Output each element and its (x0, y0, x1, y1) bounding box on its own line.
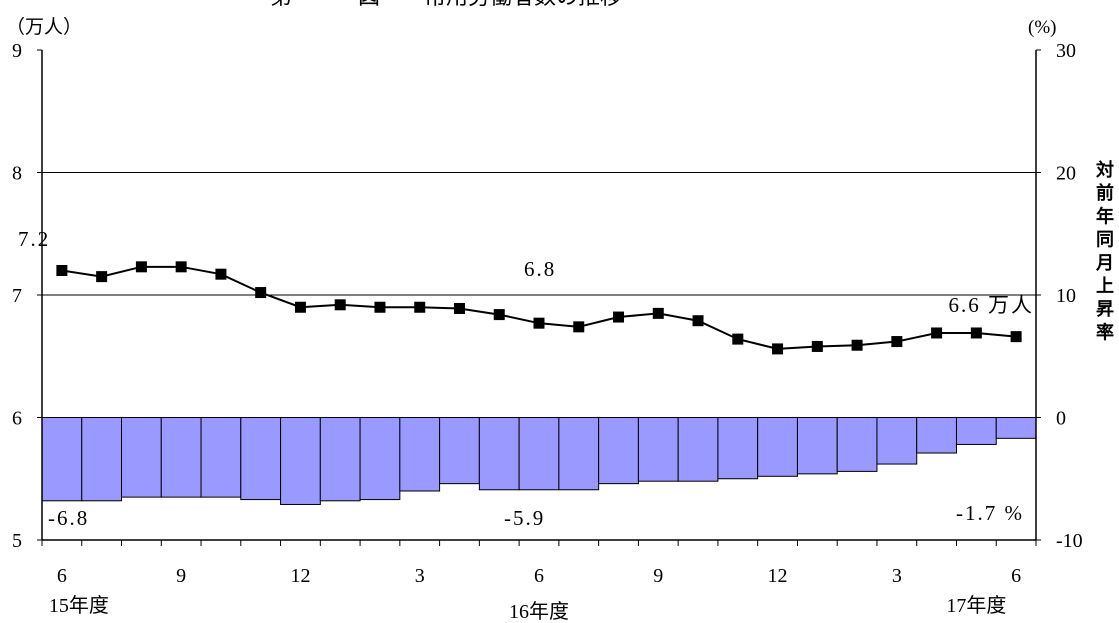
line-marker (135, 261, 147, 273)
annotations: 7.2 6.8 6.6 万人 -6.8 -5.9 -1.7 % (18, 227, 1035, 530)
x-tick-label: 12 (768, 565, 788, 587)
bar (439, 417, 480, 485)
line-marker (732, 333, 744, 345)
x-tick-label: 9 (653, 565, 663, 587)
line-marker (493, 309, 505, 321)
data-label: 6.8 (524, 257, 556, 281)
bar (757, 417, 798, 477)
right-axis-title-char: 年 (1096, 205, 1114, 227)
y2-tick-label: 30 (1056, 40, 1076, 62)
line-marker (811, 340, 823, 352)
x-tick-label: 3 (892, 565, 902, 587)
line-marker (56, 265, 68, 276)
bar (359, 417, 401, 501)
axes (37, 49, 1041, 546)
bar (677, 417, 719, 482)
bar (160, 417, 202, 498)
bar (598, 417, 639, 485)
data-label: -6.8 (48, 506, 89, 530)
bar (995, 417, 1037, 439)
line-series (56, 261, 1022, 355)
bar (399, 417, 441, 492)
bar (518, 417, 560, 491)
right-axis-title-char: 昇 (1096, 299, 1114, 320)
bar (280, 417, 321, 505)
bar (558, 417, 600, 491)
right-axis-title-char: 対 (1095, 159, 1114, 181)
data-label: -1.7 % (956, 501, 1024, 525)
line-marker (215, 268, 227, 280)
bar-series (41, 417, 1037, 505)
line-marker (96, 271, 108, 283)
line-marker (931, 327, 943, 339)
x-tick-label: 9 (176, 565, 186, 587)
y2-tick-label: 0 (1056, 408, 1066, 430)
line-marker (692, 315, 704, 327)
gridlines (42, 172, 1036, 418)
right-axis-title-char: 月 (1095, 253, 1114, 274)
bar (717, 417, 759, 480)
x-tick-label: 6 (57, 565, 67, 587)
line-marker (891, 336, 903, 348)
x-tick-label: 12 (290, 565, 310, 587)
bar (240, 417, 282, 501)
y-tick-label: 5 (12, 530, 22, 552)
line-marker (1010, 331, 1022, 343)
line-marker (294, 301, 306, 313)
bar (916, 417, 957, 454)
bar (836, 417, 878, 472)
data-label: -5.9 (504, 506, 545, 530)
bar (319, 417, 361, 502)
left-axis-unit: （万人） (6, 16, 82, 38)
y-tick-label: 8 (12, 163, 22, 185)
line-marker (374, 301, 386, 313)
bar (637, 417, 679, 482)
data-label: 7.2 (18, 227, 50, 251)
line-marker (970, 327, 982, 339)
y2-tick-label: 20 (1056, 163, 1076, 185)
line-marker (414, 301, 426, 313)
line-marker (851, 339, 863, 351)
bar (200, 417, 242, 498)
chart-title: 第 図 常用労働者数の推移 (270, 0, 622, 9)
y2-tick-label: 10 (1056, 285, 1076, 307)
bar (876, 417, 918, 465)
y-tick-label: 7 (12, 285, 22, 307)
y2-tick-label: -10 (1056, 530, 1083, 552)
bar (81, 417, 123, 502)
bar (478, 417, 520, 491)
y-tick-label: 9 (12, 40, 22, 62)
line-marker (772, 343, 784, 355)
line-marker (255, 287, 267, 299)
bar (955, 417, 997, 445)
line-marker (175, 261, 187, 273)
right-axis-unit: (%) (1028, 17, 1056, 38)
right-axis-title-char: 前 (1096, 182, 1114, 204)
bar (121, 417, 162, 498)
right-axis-title-char: 上 (1096, 276, 1114, 297)
bar (796, 417, 838, 475)
line-marker (533, 317, 545, 329)
line-marker (334, 299, 346, 311)
line-marker (573, 321, 585, 333)
line-marker (613, 311, 625, 323)
x-tick-label: 6 (534, 565, 544, 587)
line-marker (652, 307, 664, 319)
period-label: 15年度 (49, 594, 109, 617)
x-tick-label: 3 (415, 565, 425, 587)
period-label: 17年度 (946, 594, 1006, 617)
y-tick-label: 6 (12, 408, 22, 430)
right-axis-title-char: 率 (1096, 321, 1114, 343)
right-axis-title-char: 同 (1096, 230, 1114, 251)
line-marker (453, 302, 465, 314)
bar (41, 417, 83, 502)
x-tick-label: 6 (1011, 565, 1021, 587)
period-label: 16年度 (509, 600, 569, 623)
data-label: 6.6 万人 (949, 293, 1035, 317)
